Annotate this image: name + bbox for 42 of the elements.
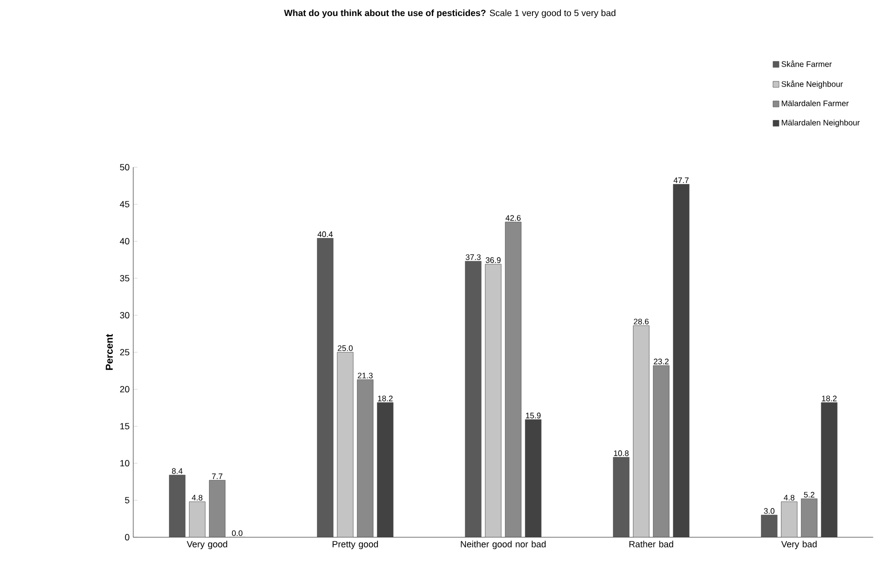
data-label: 37.3	[466, 254, 481, 260]
y-tick-label: 50	[120, 164, 130, 170]
legend-label: Mälardalen Farmer	[782, 100, 849, 106]
data-label: 40.4	[318, 231, 333, 238]
chart-title: What do you think about the use of pesticides? Scale 1 very good to 5 very bad	[284, 10, 616, 18]
data-label: 5.2	[804, 492, 814, 498]
data-label: 47.7	[674, 178, 689, 184]
x-tick-label: Very good	[186, 540, 228, 550]
y-tick-label: 0	[125, 534, 130, 540]
data-label: 25.0	[338, 345, 353, 352]
data-label: 42.6	[506, 215, 521, 221]
data-label: 8.4	[172, 468, 183, 474]
y-tick-label: 40	[120, 238, 130, 244]
data-label: 10.8	[614, 450, 629, 456]
x-tick-label: Rather bad	[629, 540, 674, 548]
y-tick-label: 45	[120, 201, 130, 208]
legend-label: Mälardalen Neighbour	[782, 120, 860, 128]
data-label: 7.7	[212, 474, 222, 480]
data-label: 21.3	[358, 372, 373, 378]
data-label: 18.2	[378, 396, 393, 402]
y-tick-label: 5	[125, 497, 130, 504]
x-tick-label: Pretty good	[332, 540, 378, 550]
legend-label: Skåne Farmer	[782, 60, 832, 67]
y-tick-label: 20	[120, 386, 130, 392]
y-tick-label: 35	[120, 275, 130, 282]
y-tick-label: 10	[120, 460, 130, 466]
data-label: 0.0	[232, 530, 242, 536]
data-label: 15.9	[526, 412, 541, 418]
data-label: 28.6	[634, 318, 649, 324]
legend-label: Skåne Neighbour	[782, 80, 843, 88]
data-label: 4.8	[192, 494, 202, 500]
y-axis-title: Percent	[106, 334, 113, 370]
y-tick-label: 15	[120, 423, 130, 430]
data-label: 18.2	[822, 396, 837, 402]
data-label: 4.8	[784, 494, 794, 500]
data-label: 36.9	[486, 257, 501, 263]
x-tick-label: Neither good nor bad	[460, 540, 546, 550]
data-label: 23.2	[654, 358, 669, 364]
x-tick-label: Very bad	[781, 540, 817, 550]
y-tick-label: 30	[120, 312, 130, 318]
data-label: 3.0	[764, 508, 774, 514]
y-tick-label: 25	[120, 349, 130, 356]
